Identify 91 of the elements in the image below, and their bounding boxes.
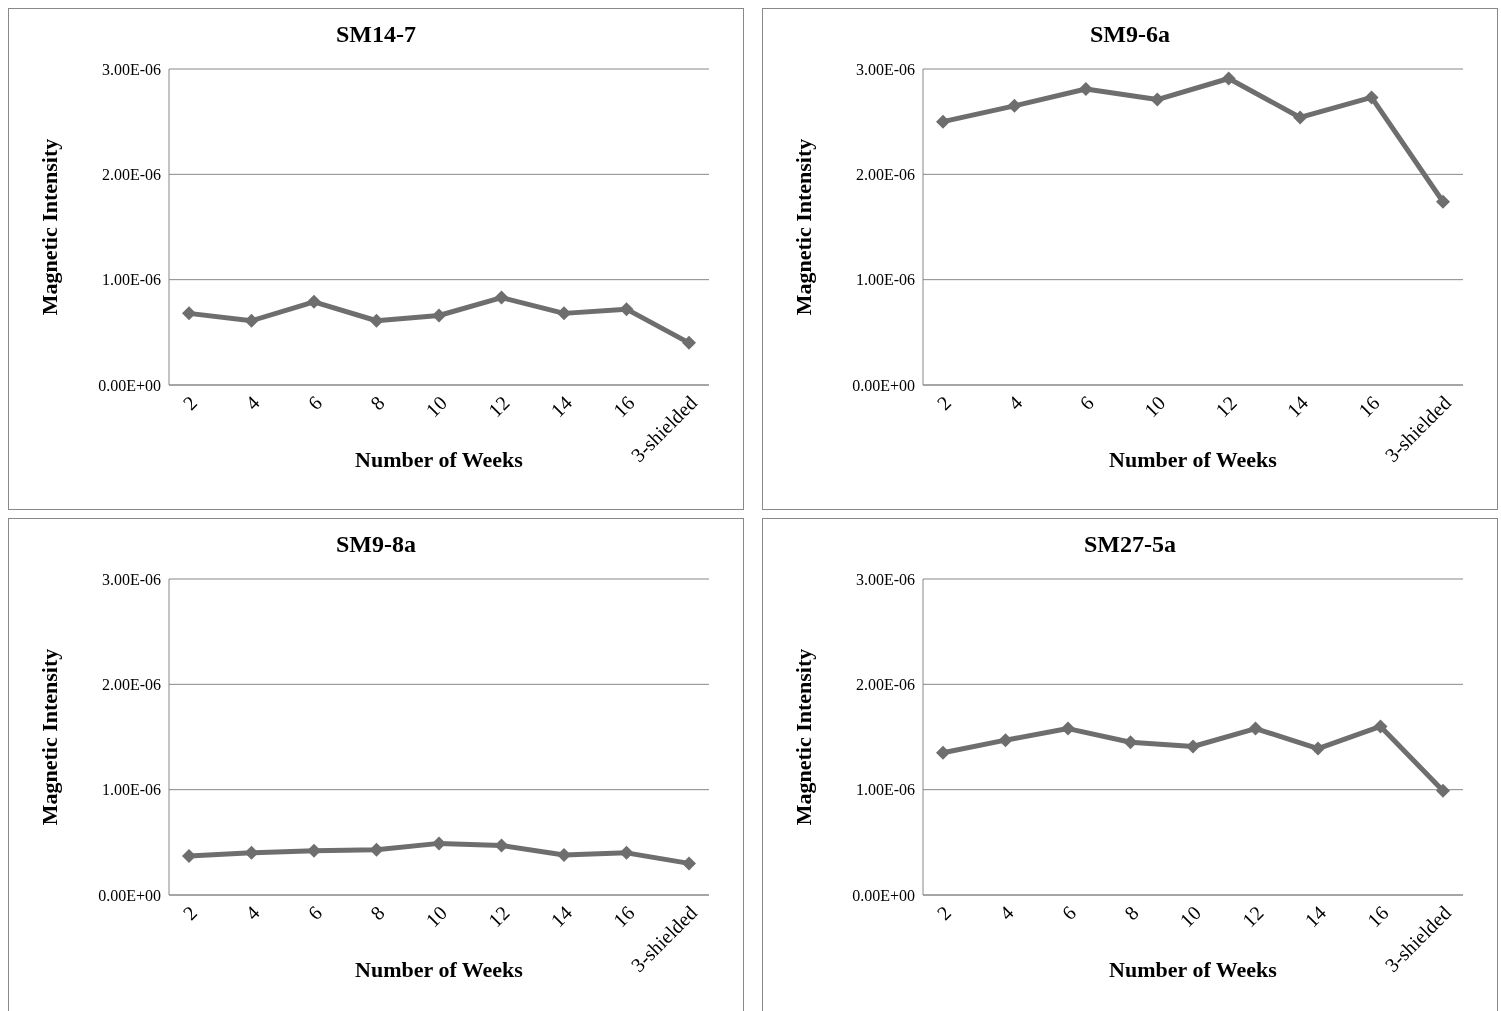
x-tick-label: 12 — [483, 901, 514, 932]
y-tick-label: 0.00E+00 — [852, 376, 915, 394]
x-tick-label: 4 — [240, 391, 264, 415]
chart-title: SM14-7 — [335, 21, 417, 48]
point — [1436, 783, 1450, 798]
point — [432, 308, 446, 323]
point — [244, 313, 259, 328]
y-tick-label: 3.00E-06 — [855, 570, 915, 588]
y-tick-label: 1.00E-06 — [101, 271, 161, 289]
point — [307, 843, 321, 858]
point — [936, 114, 950, 129]
point — [1078, 82, 1093, 97]
point — [1061, 721, 1075, 736]
x-axis-title: Number of Weeks — [1109, 447, 1278, 472]
point — [369, 842, 384, 857]
point — [936, 745, 950, 760]
point — [1248, 721, 1263, 736]
x-tick-label: 10 — [421, 391, 452, 422]
x-tick-label: 2 — [178, 901, 202, 925]
y-tick-label: 0.00E+00 — [98, 886, 161, 904]
y-tick-label: 2.00E-06 — [101, 676, 161, 694]
x-tick-label: 2 — [932, 391, 956, 415]
x-axis-title: Number of Weeks — [355, 957, 524, 982]
point — [1364, 90, 1379, 105]
point — [682, 856, 696, 871]
y-tick-label: 1.00E-06 — [101, 781, 161, 799]
y-axis-title: Magnetic Intensity — [790, 138, 816, 316]
y-axis-title: Magnetic Intensity — [790, 648, 816, 826]
chart-title: SM27-5a — [1083, 531, 1177, 558]
point — [1007, 98, 1022, 113]
point — [557, 847, 571, 862]
x-tick-label: 4 — [240, 901, 264, 925]
x-tick-label: 12 — [1237, 901, 1268, 932]
chart-title: SM9-6a — [1089, 21, 1171, 48]
x-tick-label: 14 — [1282, 391, 1313, 422]
y-tick-label: 3.00E-06 — [101, 60, 161, 78]
x-tick-label: 10 — [421, 901, 452, 932]
x-tick-label: 10 — [1139, 391, 1170, 422]
y-tick-label: 2.00E-06 — [101, 166, 161, 184]
x-tick-label: 12 — [483, 391, 514, 422]
point — [1150, 92, 1165, 107]
point — [1311, 741, 1325, 756]
point — [369, 313, 384, 328]
x-tick-label: 4 — [1003, 391, 1027, 415]
x-tick-label: 6 — [303, 901, 327, 925]
point — [432, 836, 446, 851]
point — [182, 849, 196, 864]
x-tick-label: 12 — [1211, 391, 1241, 422]
point — [1373, 719, 1388, 734]
point — [619, 302, 634, 317]
y-tick-label: 3.00E-06 — [855, 60, 915, 78]
x-tick-label: 14 — [1300, 901, 1331, 932]
x-tick-label: 8 — [1119, 901, 1143, 925]
y-tick-label: 0.00E+00 — [852, 886, 915, 904]
point — [307, 294, 321, 309]
chart-title: SM9-8a — [335, 531, 417, 558]
point — [494, 838, 509, 853]
x-tick-label: 14 — [546, 901, 577, 932]
x-tick-label: 10 — [1175, 901, 1206, 932]
point — [244, 845, 259, 860]
point — [1293, 110, 1308, 125]
point — [494, 290, 509, 305]
point — [682, 335, 696, 350]
y-tick-label: 0.00E+00 — [98, 376, 161, 394]
y-tick-label: 2.00E-06 — [855, 166, 915, 184]
x-tick-label: 8 — [365, 901, 389, 925]
y-tick-label: 2.00E-06 — [855, 676, 915, 694]
x-tick-label: 4 — [994, 901, 1018, 925]
point — [998, 733, 1013, 748]
x-tick-label: 8 — [365, 391, 389, 415]
x-tick-label: 6 — [1057, 901, 1081, 925]
y-tick-label: 1.00E-06 — [855, 781, 915, 799]
point — [182, 306, 196, 321]
x-tick-label: 2 — [178, 391, 202, 415]
point — [557, 306, 571, 321]
x-tick-label: 6 — [303, 391, 327, 415]
x-tick-label: 2 — [932, 901, 956, 925]
x-axis-title: Number of Weeks — [355, 447, 524, 472]
y-tick-label: 3.00E-06 — [101, 570, 161, 588]
x-tick-label: 16 — [1353, 391, 1384, 422]
x-tick-label: 14 — [546, 391, 577, 422]
x-axis-title: Number of Weeks — [1109, 957, 1278, 982]
x-tick-label: 6 — [1075, 391, 1098, 415]
point — [1186, 739, 1200, 754]
point — [1436, 194, 1450, 209]
point — [619, 845, 634, 860]
point — [1123, 735, 1138, 750]
y-tick-label: 1.00E-06 — [855, 271, 915, 289]
y-axis-title: Magnetic Intensity — [36, 138, 62, 316]
y-axis-title: Magnetic Intensity — [36, 648, 62, 826]
point — [1221, 71, 1236, 86]
